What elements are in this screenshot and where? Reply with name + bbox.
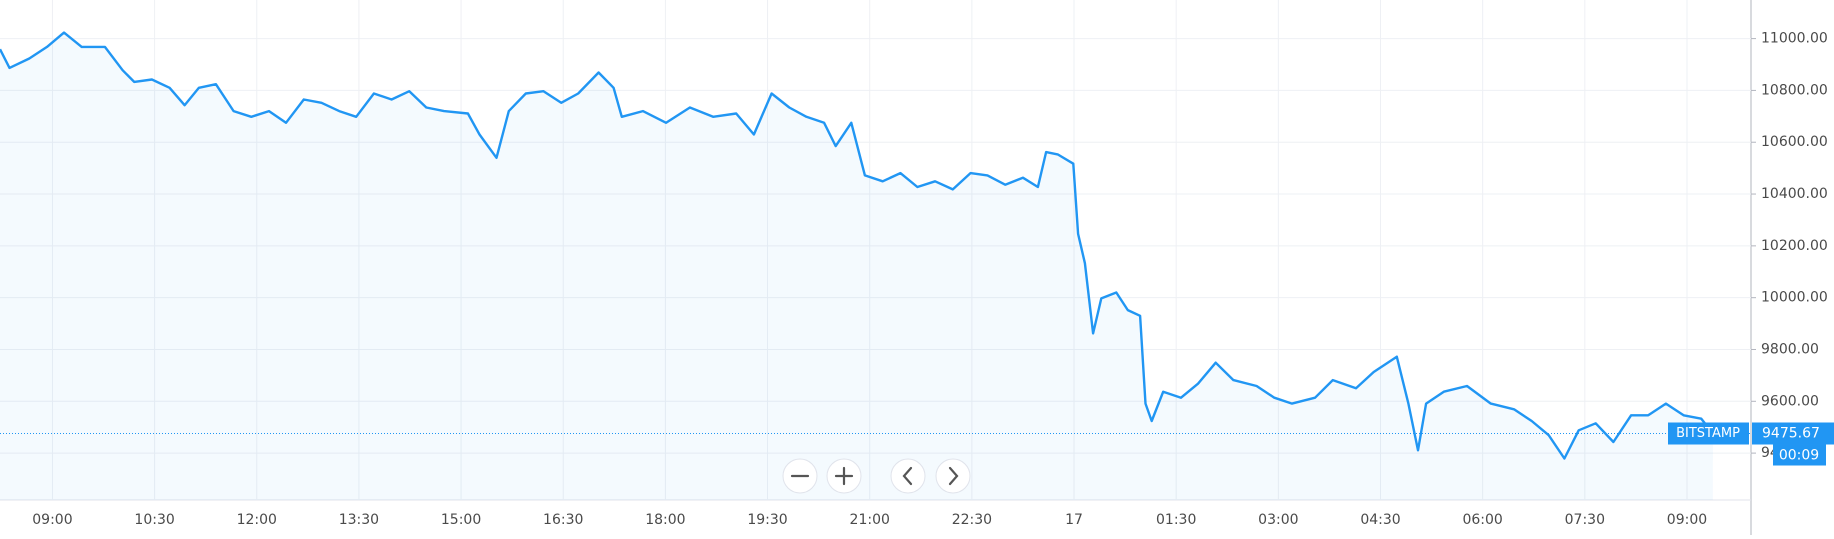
x-tick-label: 19:30 — [747, 512, 787, 528]
y-tick-label: 10800.00 — [1761, 82, 1828, 98]
x-tick-label: 22:30 — [952, 512, 992, 528]
scroll-left-button[interactable] — [890, 458, 926, 494]
x-tick-label: 10:30 — [134, 512, 174, 528]
y-tick-label: 10000.00 — [1761, 290, 1828, 306]
zoom-in-button[interactable] — [826, 458, 862, 494]
zoom-out-button[interactable] — [782, 458, 818, 494]
x-tick-label: 15:00 — [441, 512, 481, 528]
scroll-right-button[interactable] — [935, 458, 971, 494]
y-tick-label: 10400.00 — [1761, 186, 1828, 202]
x-tick-label: 16:30 — [543, 512, 583, 528]
countdown-label: 00:09 — [1779, 448, 1819, 464]
y-tick-label: 11000.00 — [1761, 31, 1828, 47]
x-tick-label: 06:00 — [1462, 512, 1502, 528]
price-badge — [1752, 422, 1834, 445]
y-tick-label: 10200.00 — [1761, 238, 1828, 254]
x-tick-label: 09:00 — [32, 512, 72, 528]
y-tick-label: 9600.00 — [1761, 393, 1819, 409]
x-tick-label: 12:00 — [237, 512, 277, 528]
x-tick-label: 17 — [1065, 512, 1083, 528]
y-tick-label: 10600.00 — [1761, 134, 1828, 150]
countdown-badge — [1773, 444, 1826, 466]
last-price-label: 9475.67 — [1762, 426, 1820, 442]
area-fill — [0, 32, 1713, 500]
price-line — [0, 31, 1714, 460]
x-tick-label: 03:00 — [1258, 512, 1298, 528]
y-tick-label: 9800.00 — [1761, 341, 1819, 357]
x-tick-label: 04:30 — [1360, 512, 1400, 528]
exchange-label: BITSTAMP — [1676, 426, 1740, 441]
x-tick-label: 21:00 — [850, 512, 890, 528]
exchange-badge — [1668, 422, 1749, 445]
x-tick-label: 07:30 — [1565, 512, 1605, 528]
x-tick-label: 01:30 — [1156, 512, 1196, 528]
x-tick-label: 13:30 — [339, 512, 379, 528]
x-tick-label: 09:00 — [1667, 512, 1707, 528]
x-tick-label: 18:00 — [645, 512, 685, 528]
